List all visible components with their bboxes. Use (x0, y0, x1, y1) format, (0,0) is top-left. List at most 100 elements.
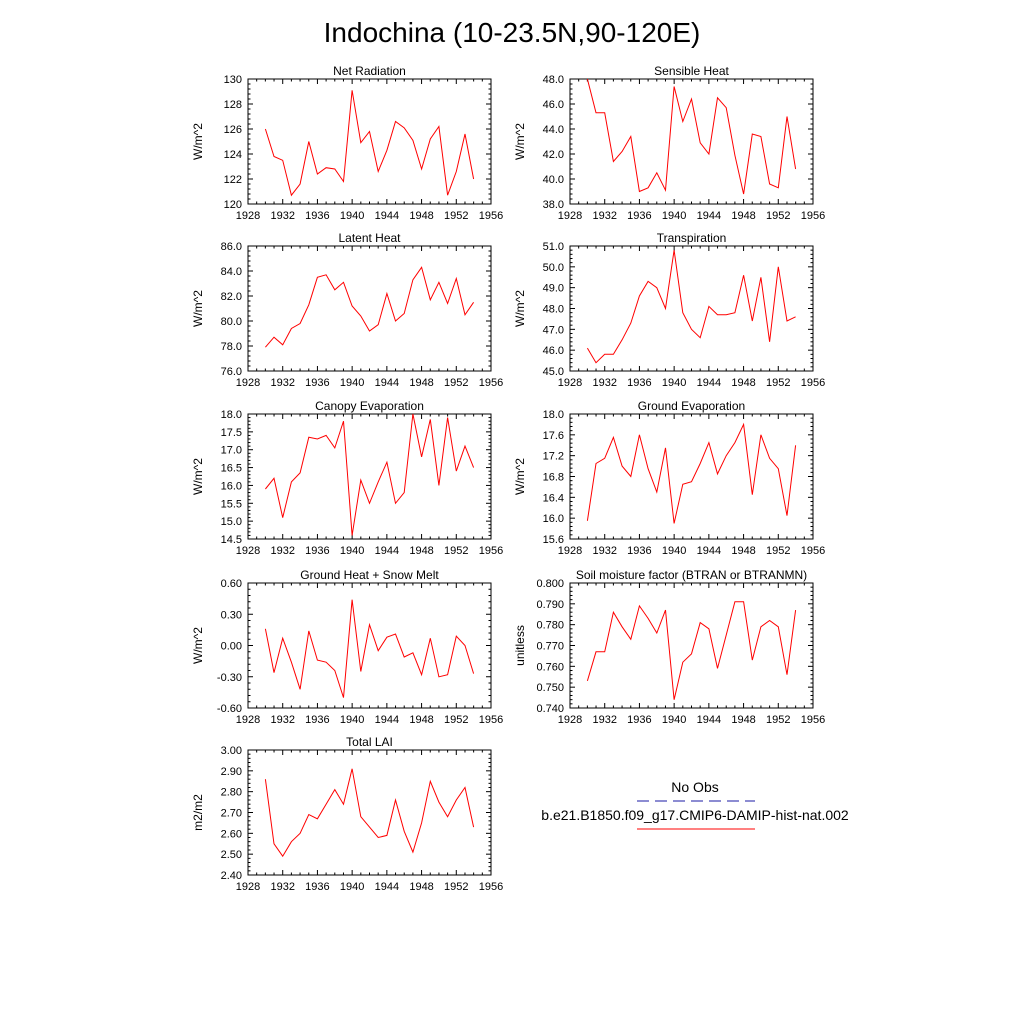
y-tick-label: 16.0 (543, 513, 564, 525)
series-line (586, 601, 797, 700)
x-tick-label: 1944 (697, 377, 721, 389)
panel-title: Canopy Evaporation (315, 399, 424, 413)
panel-title: Ground Heat + Snow Melt (300, 568, 439, 582)
x-tick-label: 1948 (731, 210, 755, 222)
x-tick-label: 1936 (305, 545, 329, 557)
y-tick-label: 0.60 (221, 578, 242, 590)
panel-title: Latent Heat (338, 231, 401, 245)
panel-title: Ground Evaporation (638, 399, 745, 413)
y-tick-label: 46.0 (543, 99, 564, 111)
y-axis-label: W/m^2 (513, 290, 527, 327)
x-tick-label: 1948 (731, 377, 755, 389)
panel-3: Latent Heat W/m^2 1928 1932 1936 1940 1944 1948… (191, 231, 503, 389)
panel-title: Transpiration (657, 231, 727, 245)
y-tick-label: 15.6 (543, 534, 564, 546)
y-tick-label: 2.70 (221, 808, 242, 820)
x-tick-label: 1948 (409, 377, 433, 389)
panel-6: Ground Evaporation W/m^2 1928 1932 1936 1940 1… (513, 399, 825, 557)
series-line (586, 422, 797, 524)
panel-4: Transpiration W/m^2 1928 1932 1936 1940 1944 19… (513, 231, 825, 389)
x-tick-label: 1948 (409, 714, 433, 726)
legend-obs-label: No Obs (671, 779, 718, 795)
y-axis-label: W/m^2 (191, 458, 205, 495)
x-tick-label: 1940 (340, 714, 364, 726)
x-tick-label: 1956 (801, 714, 825, 726)
y-tick-label: 0.780 (536, 620, 564, 632)
x-tick-label: 1932 (592, 210, 616, 222)
x-tick-label: 1948 (409, 210, 433, 222)
y-tick-label: 2.40 (221, 870, 242, 882)
x-tick-label: 1944 (375, 210, 399, 222)
x-tick-label: 1928 (558, 377, 582, 389)
x-tick-label: 1932 (270, 714, 294, 726)
page-title: Indochina (10-23.5N,90-120E) (324, 17, 701, 48)
x-tick-label: 1952 (444, 545, 468, 557)
x-tick-label: 1956 (479, 210, 503, 222)
x-tick-label: 1936 (305, 881, 329, 893)
y-tick-label: -0.60 (217, 703, 242, 715)
x-tick-label: 1936 (305, 714, 329, 726)
x-tick-label: 1928 (236, 377, 260, 389)
series-line (265, 266, 475, 348)
panel-8: Soil moisture factor (BTRAN or BTRANMN) u… (513, 568, 825, 726)
x-tick-label: 1928 (558, 210, 582, 222)
y-axis-label: unitless (513, 625, 527, 666)
x-tick-label: 1928 (236, 881, 260, 893)
y-tick-label: 126 (224, 124, 242, 136)
y-tick-label: 14.5 (221, 534, 242, 546)
y-tick-label: 120 (224, 199, 242, 211)
y-tick-label: 15.5 (221, 498, 242, 510)
x-tick-label: 1952 (766, 714, 790, 726)
y-tick-label: 42.0 (543, 149, 564, 161)
x-tick-label: 1936 (627, 377, 651, 389)
x-tick-label: 1928 (236, 210, 260, 222)
x-tick-label: 1928 (236, 545, 260, 557)
y-tick-label: 16.5 (221, 463, 242, 475)
y-tick-label: 0.30 (221, 609, 242, 621)
x-tick-label: 1932 (270, 210, 294, 222)
panel-title: Net Radiation (333, 64, 406, 78)
series-line (586, 250, 796, 364)
y-tick-label: 0.750 (536, 682, 564, 694)
y-tick-label: 2.60 (221, 828, 242, 840)
y-tick-label: 122 (224, 174, 242, 186)
y-tick-label: 17.6 (543, 430, 564, 442)
x-tick-label: 1932 (270, 377, 294, 389)
y-tick-label: 48.0 (543, 304, 564, 316)
x-tick-label: 1948 (731, 545, 755, 557)
x-tick-label: 1928 (558, 714, 582, 726)
x-tick-label: 1952 (444, 377, 468, 389)
y-tick-label: 0.790 (536, 599, 564, 611)
y-axis-label: W/m^2 (191, 123, 205, 160)
y-tick-label: 128 (224, 99, 242, 111)
x-tick-label: 1944 (375, 377, 399, 389)
panel-title: Sensible Heat (654, 64, 729, 78)
x-tick-label: 1944 (375, 714, 399, 726)
series-line (586, 78, 797, 195)
x-tick-label: 1932 (270, 881, 294, 893)
y-tick-label: 3.00 (221, 745, 242, 757)
x-tick-label: 1940 (662, 714, 686, 726)
series-line (264, 599, 475, 698)
legend-model-label: b.e21.B1850.f09_g17.CMIP6-DAMIP-hist-nat… (541, 807, 849, 823)
x-tick-label: 1940 (340, 210, 364, 222)
x-tick-label: 1956 (479, 545, 503, 557)
x-tick-label: 1952 (766, 545, 790, 557)
panel-9: Total LAI m2/m2 1928 1932 1936 1940 1944 1948 19… (191, 735, 503, 893)
series-line (265, 413, 475, 536)
y-tick-label: 17.5 (221, 427, 242, 439)
x-tick-label: 1948 (409, 881, 433, 893)
panel-1: Net Radiation W/m^2 1928 1932 1936 1940 1944 19… (191, 64, 503, 222)
panel-title: Total LAI (346, 735, 393, 749)
x-tick-label: 1956 (479, 377, 503, 389)
y-tick-label: 51.0 (543, 241, 564, 253)
x-tick-label: 1936 (627, 714, 651, 726)
y-tick-label: 16.8 (543, 472, 564, 484)
y-tick-label: 47.0 (543, 324, 564, 336)
x-tick-label: 1940 (340, 545, 364, 557)
x-tick-label: 1940 (662, 210, 686, 222)
y-tick-label: 17.2 (543, 451, 564, 463)
x-tick-label: 1932 (592, 377, 616, 389)
series-line (264, 90, 475, 197)
y-tick-label: 76.0 (221, 366, 242, 378)
